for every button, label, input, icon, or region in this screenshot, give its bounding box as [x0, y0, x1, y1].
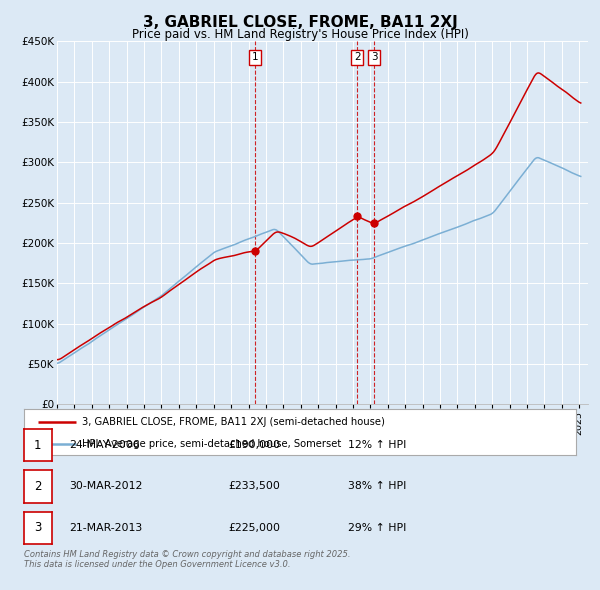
Text: Price paid vs. HM Land Registry's House Price Index (HPI): Price paid vs. HM Land Registry's House …: [131, 28, 469, 41]
Text: £233,500: £233,500: [228, 481, 280, 491]
Text: 29% ↑ HPI: 29% ↑ HPI: [348, 523, 406, 533]
Text: 2: 2: [354, 53, 361, 63]
Text: 1: 1: [252, 53, 259, 63]
Text: 1: 1: [34, 438, 41, 452]
Text: 3, GABRIEL CLOSE, FROME, BA11 2XJ: 3, GABRIEL CLOSE, FROME, BA11 2XJ: [143, 15, 457, 30]
Text: 38% ↑ HPI: 38% ↑ HPI: [348, 481, 406, 491]
Text: 21-MAR-2013: 21-MAR-2013: [69, 523, 142, 533]
Text: 3: 3: [34, 521, 41, 535]
Text: £225,000: £225,000: [228, 523, 280, 533]
Text: HPI: Average price, semi-detached house, Somerset: HPI: Average price, semi-detached house,…: [82, 439, 341, 449]
Text: 3: 3: [371, 53, 377, 63]
Text: 2: 2: [34, 480, 41, 493]
Text: £190,000: £190,000: [228, 440, 280, 450]
Text: 24-MAY-2006: 24-MAY-2006: [69, 440, 140, 450]
Text: 30-MAR-2012: 30-MAR-2012: [69, 481, 142, 491]
Text: 12% ↑ HPI: 12% ↑ HPI: [348, 440, 406, 450]
Text: Contains HM Land Registry data © Crown copyright and database right 2025.
This d: Contains HM Land Registry data © Crown c…: [24, 550, 350, 569]
Text: 3, GABRIEL CLOSE, FROME, BA11 2XJ (semi-detached house): 3, GABRIEL CLOSE, FROME, BA11 2XJ (semi-…: [82, 417, 385, 427]
